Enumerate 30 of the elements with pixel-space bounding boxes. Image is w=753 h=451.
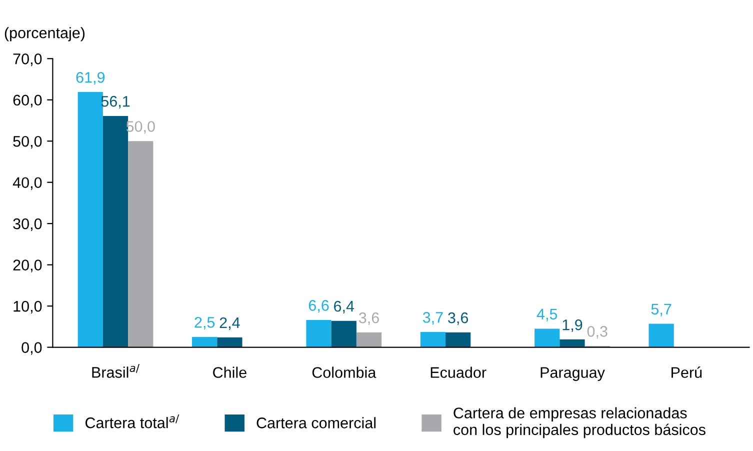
data-label: 1,9 — [562, 319, 582, 332]
data-label: 4,5 — [536, 308, 558, 322]
y-axis-title: (porcentaje) — [4, 27, 85, 42]
data-label: 3,7 — [422, 312, 443, 325]
legend-label: Cartera total$^{a/}$ — [86, 414, 180, 428]
data-label: 3,6 — [448, 312, 468, 326]
y-tick-label: 40,0 — [12, 177, 42, 190]
y-tick-label: 70,0 — [13, 54, 42, 66]
data-label: 6,6 — [308, 300, 329, 313]
x-tick-label: Brasil$^{a/}$ — [92, 364, 140, 378]
data-label: 0,3 — [587, 326, 608, 339]
data-label: 2,5 — [194, 316, 215, 330]
x-tick-label: Perú — [672, 366, 702, 378]
x-tick-label: Chile — [213, 366, 246, 378]
y-tick-label: 50,0 — [13, 136, 42, 149]
y-tick-label: 30,0 — [13, 218, 42, 232]
y-tick-label: 0,0 — [22, 342, 42, 355]
data-label: 2,4 — [220, 317, 240, 330]
x-tick-label: Colombia — [312, 366, 376, 378]
data-label: 5,7 — [651, 304, 672, 316]
data-label: 6,4 — [334, 300, 354, 314]
y-tick-label: 20,0 — [13, 260, 42, 272]
y-tick-label: 10,0 — [14, 300, 42, 314]
y-tick-label: 60,0 — [13, 94, 42, 108]
legend-label: Cartera de empresas relacionadas con los principales productos básicos — [454, 407, 706, 438]
x-tick-label: Paraguay — [540, 367, 605, 381]
legend-label: Cartera comercial — [256, 417, 376, 428]
x-tick-label: Ecuador — [430, 366, 486, 378]
data-label: 3,6 — [358, 312, 379, 326]
data-label: 61,9 — [76, 72, 105, 85]
